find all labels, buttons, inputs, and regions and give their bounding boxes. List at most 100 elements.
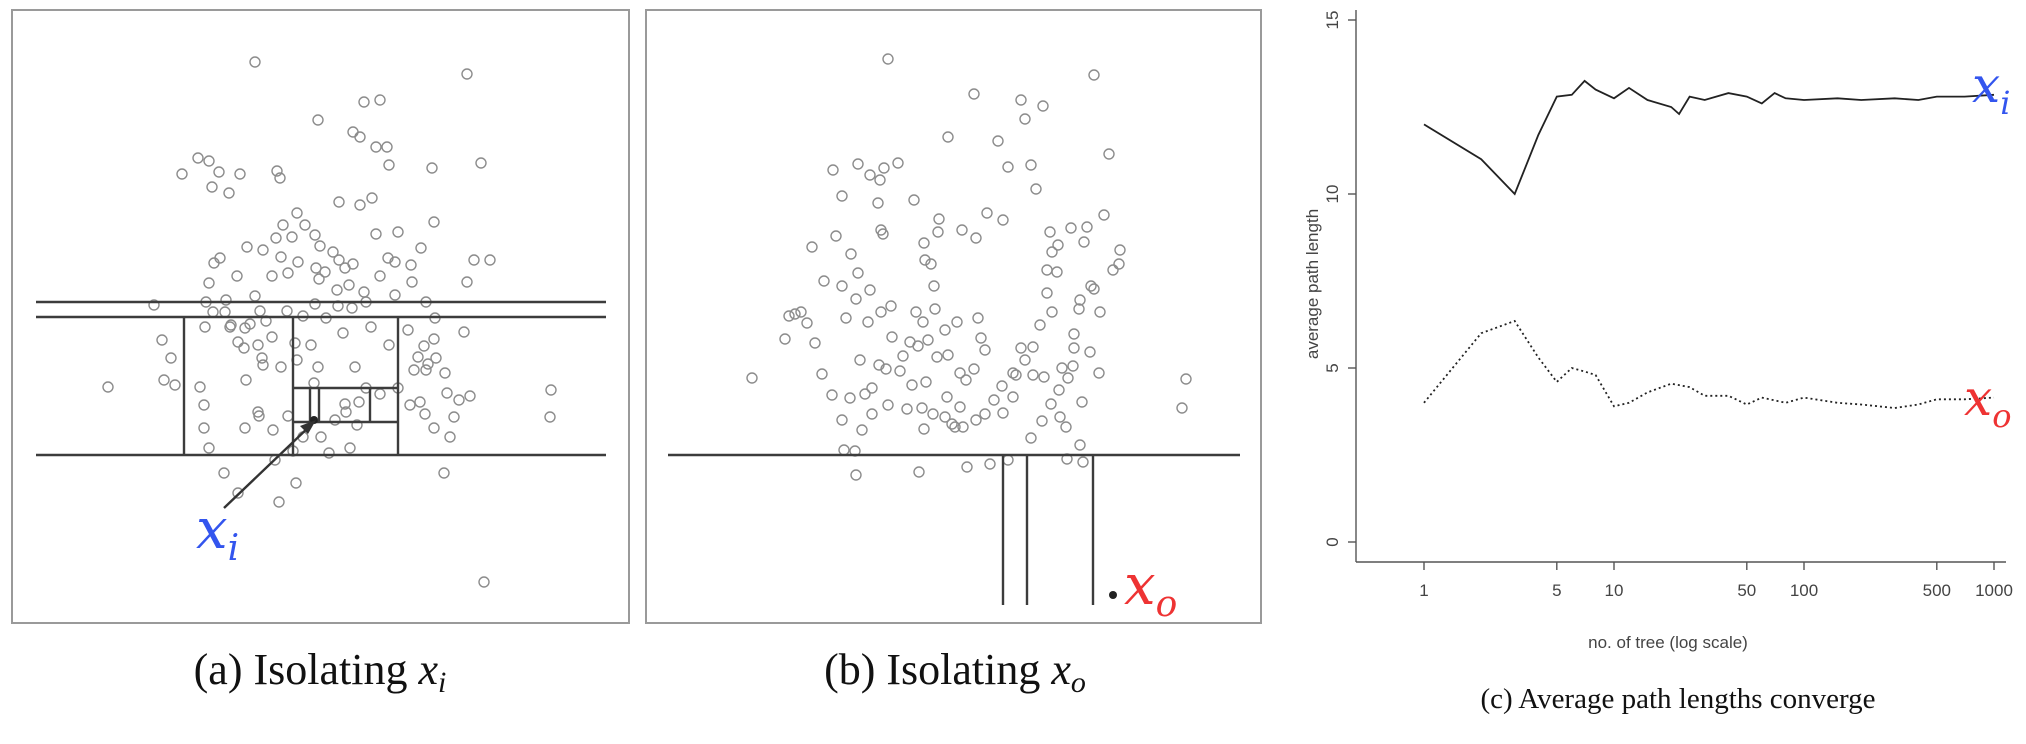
panel-a-target-point — [223, 416, 318, 509]
panel-b-frame — [645, 9, 1262, 624]
data-point — [875, 306, 887, 318]
data-point — [927, 408, 939, 420]
data-point — [275, 251, 287, 263]
data-point — [984, 458, 996, 470]
data-point — [795, 306, 807, 318]
data-point — [374, 270, 386, 282]
data-point — [933, 213, 945, 225]
data-point — [444, 431, 456, 443]
series-label-xi: xi — [1972, 56, 2010, 122]
data-point — [951, 316, 963, 328]
data-point — [854, 354, 866, 366]
data-point — [866, 382, 878, 394]
data-point — [383, 339, 395, 351]
caption-a: (a) Isolating xi — [194, 645, 447, 699]
data-point — [415, 242, 427, 254]
data-point — [1113, 258, 1125, 270]
data-point — [929, 303, 941, 315]
caption-c: (c) Average path lengths converge — [1480, 683, 1875, 715]
data-point — [908, 194, 920, 206]
data-point — [418, 340, 430, 352]
data-point — [241, 241, 253, 253]
x-tick-label: 5 — [1552, 581, 1561, 600]
data-point — [916, 402, 928, 414]
data-point — [266, 331, 278, 343]
data-point — [882, 53, 894, 65]
data-point — [343, 279, 355, 291]
data-point — [290, 477, 302, 489]
data-point — [1056, 362, 1068, 374]
data-point — [169, 379, 181, 391]
x-axis-label: no. of tree (log scale) — [1588, 633, 1748, 652]
data-point — [404, 399, 416, 411]
data-point — [453, 394, 465, 406]
data-point — [231, 270, 243, 282]
data-point — [148, 299, 160, 311]
data-point — [1078, 236, 1090, 248]
data-point — [939, 324, 951, 336]
data-point — [746, 372, 758, 384]
data-point — [275, 361, 287, 373]
data-point — [1034, 319, 1046, 331]
data-point — [809, 337, 821, 349]
data-point — [996, 380, 1008, 392]
data-point — [1046, 306, 1058, 318]
data-point — [198, 422, 210, 434]
data-point — [244, 318, 256, 330]
data-point — [366, 192, 378, 204]
data-point — [885, 300, 897, 312]
data-point — [314, 240, 326, 252]
data-point — [997, 214, 1009, 226]
data-point — [392, 226, 404, 238]
data-point — [892, 157, 904, 169]
data-point — [358, 96, 370, 108]
data-point — [852, 267, 864, 279]
data-point — [312, 361, 324, 373]
data-point — [949, 421, 961, 433]
data-point — [203, 442, 215, 454]
data-point — [779, 333, 791, 345]
data-point — [946, 418, 958, 430]
data-point — [1076, 396, 1088, 408]
data-point — [910, 306, 922, 318]
data-point — [218, 467, 230, 479]
panel-b-partition-lines — [668, 453, 1240, 605]
data-point — [836, 280, 848, 292]
data-point — [223, 187, 235, 199]
data-point — [365, 321, 377, 333]
data-point — [412, 351, 424, 363]
data-point — [856, 424, 868, 436]
data-point — [315, 431, 327, 443]
data-point — [1074, 294, 1086, 306]
data-point — [818, 275, 830, 287]
data-point — [872, 197, 884, 209]
data-point — [331, 284, 343, 296]
xo-label: xo — [1124, 553, 1177, 625]
data-point — [1065, 222, 1077, 234]
data-point — [383, 159, 395, 171]
data-point — [1054, 411, 1066, 423]
data-point — [545, 384, 557, 396]
data-point — [917, 316, 929, 328]
data-point — [165, 352, 177, 364]
data-point — [309, 229, 321, 241]
data-point — [954, 401, 966, 413]
data-point — [353, 396, 365, 408]
data-point — [897, 350, 909, 362]
data-point — [206, 181, 218, 193]
data-point — [1077, 456, 1089, 468]
data-point — [329, 414, 341, 426]
data-point — [925, 258, 937, 270]
panel-a-partition-lines — [36, 300, 606, 457]
data-point — [972, 312, 984, 324]
data-point — [1007, 391, 1019, 403]
data-point — [1068, 342, 1080, 354]
data-point — [836, 414, 848, 426]
data-point — [957, 421, 969, 433]
data-point — [1088, 283, 1100, 295]
chart-series — [1423, 79, 1995, 409]
data-point — [852, 158, 864, 170]
data-point — [312, 114, 324, 126]
data-point — [464, 390, 476, 402]
